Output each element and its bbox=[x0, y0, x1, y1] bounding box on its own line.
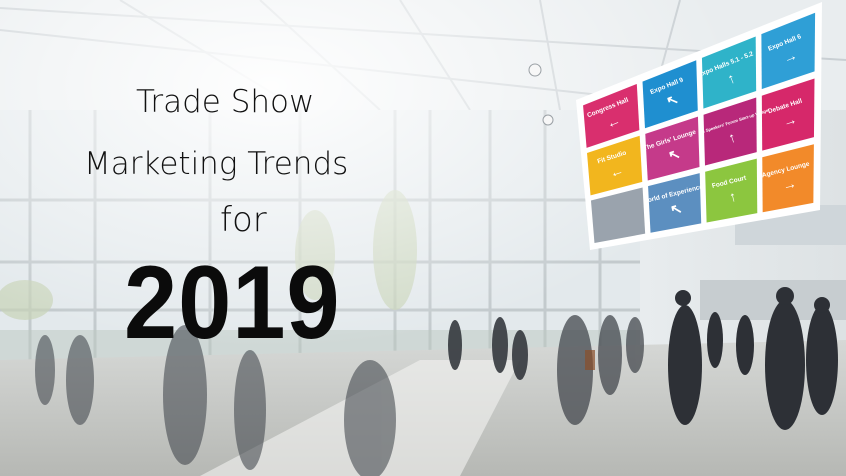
sign-tile bbox=[642, 60, 698, 129]
sign-tile bbox=[762, 144, 814, 213]
blurred-crowd bbox=[35, 287, 838, 476]
sign-tile bbox=[587, 135, 643, 196]
signboard-frame bbox=[576, 2, 822, 250]
headline-line-1: Trade Show bbox=[136, 84, 315, 120]
up-arrow-icon: ↑ bbox=[727, 188, 738, 205]
headline-line-2: Marketing Trends bbox=[84, 146, 349, 182]
right-arrow-icon: → bbox=[781, 110, 799, 130]
up-arrow-icon: ↑ bbox=[726, 129, 738, 146]
ceiling-lamps bbox=[528, 63, 554, 126]
right-arrow-icon: → bbox=[781, 175, 798, 194]
sign-tile bbox=[645, 116, 700, 181]
up-left-arrow-icon: ↖ bbox=[664, 90, 681, 109]
up-left-arrow-icon: ↖ bbox=[666, 145, 682, 164]
sign-tile bbox=[761, 12, 816, 90]
headline-line-3: for bbox=[220, 200, 267, 240]
up-left-arrow-icon: ↖ bbox=[668, 199, 683, 217]
right-arrow-icon: → bbox=[781, 46, 800, 66]
left-arrow-icon: ← bbox=[607, 161, 625, 181]
sign-tile bbox=[705, 158, 758, 223]
sign-tile bbox=[761, 78, 815, 151]
hall-directory-signboard: Expo Hall 6→Expo Halls 5.1 - 5.2↑Expo Ha… bbox=[576, 2, 822, 250]
sign-tile bbox=[703, 97, 757, 166]
sign-tile bbox=[583, 83, 640, 148]
headline-year: 2019 bbox=[124, 245, 341, 361]
left-arrow-icon: ← bbox=[604, 111, 623, 131]
sign-tile bbox=[648, 173, 702, 233]
sign-tile bbox=[701, 36, 757, 109]
sign-tile bbox=[590, 187, 646, 243]
